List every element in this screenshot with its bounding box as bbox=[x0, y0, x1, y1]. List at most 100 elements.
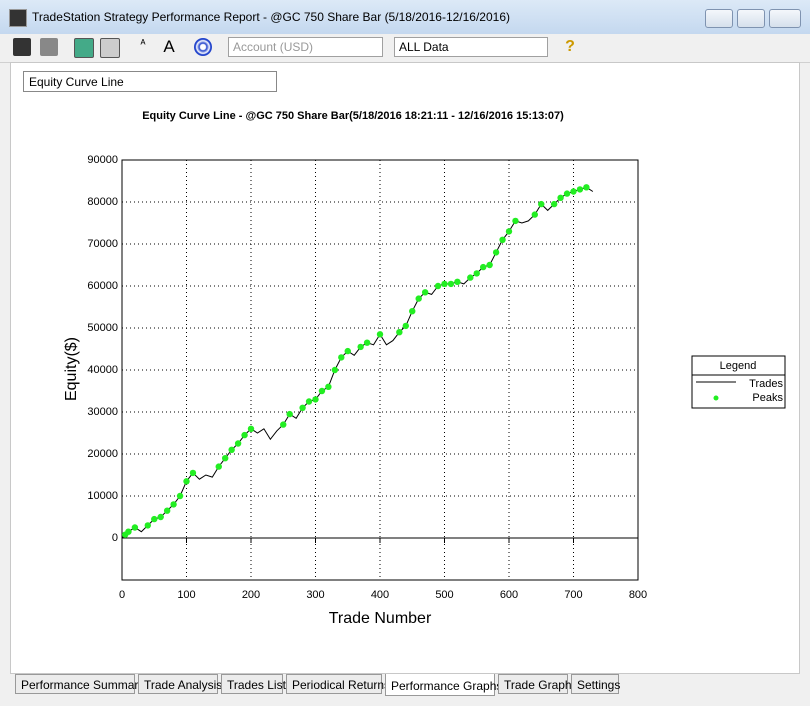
chart-title: Equity Curve Line - @GC 750 Share Bar(5/… bbox=[142, 110, 564, 122]
graph-selector[interactable]: Equity Curve Line bbox=[23, 71, 277, 92]
peak-point bbox=[151, 515, 158, 523]
x-tick-label: 0 bbox=[119, 589, 125, 601]
peak-point bbox=[434, 282, 442, 290]
print-button[interactable] bbox=[40, 38, 58, 56]
peak-point bbox=[531, 211, 538, 218]
x-tick-label: 500 bbox=[435, 589, 453, 601]
peak-point bbox=[480, 263, 487, 271]
peak-point bbox=[454, 278, 461, 285]
maximize-button[interactable] bbox=[737, 9, 765, 28]
plot-area bbox=[121, 159, 639, 581]
x-tick-label: 100 bbox=[177, 589, 195, 601]
window-title: TradeStation Strategy Performance Report… bbox=[32, 10, 510, 24]
peak-point bbox=[409, 308, 416, 315]
peak-point bbox=[550, 200, 558, 208]
peak-point bbox=[499, 236, 506, 243]
save-button[interactable] bbox=[13, 38, 31, 56]
peak-point bbox=[421, 289, 429, 296]
x-tick-label: 300 bbox=[306, 589, 324, 601]
tab[interactable]: Periodical Returns bbox=[286, 674, 390, 694]
tab[interactable]: Trades List bbox=[221, 674, 286, 694]
x-tick-label: 200 bbox=[242, 589, 260, 601]
peak-point bbox=[241, 431, 248, 439]
y-tick-label: 80000 bbox=[87, 196, 118, 208]
peak-point bbox=[492, 249, 500, 256]
peak-point bbox=[234, 440, 242, 447]
target-button[interactable] bbox=[194, 38, 212, 56]
legend-swatch bbox=[713, 395, 719, 401]
peak-point bbox=[557, 194, 564, 201]
help-button[interactable]: ? bbox=[565, 38, 575, 55]
peak-point bbox=[338, 354, 345, 361]
peak-point bbox=[402, 322, 409, 330]
peak-point bbox=[563, 190, 571, 197]
close-button[interactable] bbox=[769, 9, 801, 28]
peak-point bbox=[331, 366, 339, 374]
y-tick-label: 90000 bbox=[87, 154, 118, 166]
tab[interactable]: Settings bbox=[571, 674, 620, 694]
tab[interactable]: Performance Graphs bbox=[385, 674, 502, 696]
account-combo[interactable]: Account (USD) bbox=[228, 37, 383, 57]
legend-label: Peaks bbox=[752, 392, 783, 404]
peak-point bbox=[312, 396, 319, 403]
peak-point bbox=[344, 347, 351, 355]
peak-point bbox=[215, 463, 222, 470]
properties-button[interactable] bbox=[100, 38, 120, 58]
peak-point bbox=[447, 280, 455, 288]
peak-point bbox=[325, 383, 332, 390]
peak-point bbox=[286, 410, 293, 418]
x-tick-label: 600 bbox=[500, 589, 518, 601]
peak-point bbox=[505, 228, 513, 235]
peak-point bbox=[157, 513, 164, 521]
peak-point bbox=[441, 280, 448, 288]
refresh-button[interactable] bbox=[74, 38, 94, 58]
tab[interactable]: Trade Analysis bbox=[138, 674, 222, 694]
range-combo[interactable]: ALL Data bbox=[394, 37, 548, 57]
peak-point bbox=[163, 507, 171, 514]
peak-point bbox=[305, 398, 313, 405]
x-axis-label: Trade Number bbox=[329, 610, 432, 627]
legend-title: Legend bbox=[720, 360, 757, 372]
font-larger-button[interactable]: A bbox=[163, 37, 175, 56]
peak-point bbox=[189, 469, 197, 477]
y-tick-label: 10000 bbox=[87, 490, 118, 502]
tab[interactable]: Performance Summary bbox=[15, 674, 144, 694]
peak-point bbox=[176, 492, 184, 500]
peak-point bbox=[486, 261, 493, 269]
x-tick-label: 700 bbox=[564, 589, 582, 601]
peak-point bbox=[228, 446, 235, 453]
minimize-button[interactable] bbox=[705, 9, 733, 28]
peak-point bbox=[570, 188, 577, 195]
peak-point bbox=[415, 295, 422, 302]
y-axis-label: Equity($) bbox=[63, 337, 80, 401]
peak-point bbox=[363, 339, 371, 346]
title-bar bbox=[0, 0, 810, 34]
peak-point bbox=[299, 404, 306, 411]
font-smaller-button[interactable]: ᴬ bbox=[140, 38, 146, 50]
peak-point bbox=[125, 528, 132, 535]
peak-point bbox=[170, 501, 177, 508]
peak-point bbox=[280, 421, 287, 428]
legend-label: Trades bbox=[749, 378, 783, 390]
peak-point bbox=[396, 329, 403, 336]
peak-point bbox=[318, 387, 326, 395]
peak-point bbox=[583, 184, 590, 191]
peak-point bbox=[473, 270, 480, 277]
x-tick-label: 400 bbox=[371, 589, 389, 601]
peak-point bbox=[144, 522, 151, 529]
peak-point bbox=[131, 524, 139, 531]
y-tick-label: 20000 bbox=[87, 448, 118, 460]
y-tick-label: 50000 bbox=[87, 322, 118, 334]
peak-point bbox=[467, 274, 474, 281]
peak-point bbox=[222, 455, 229, 462]
peak-point bbox=[183, 478, 190, 485]
peak-point bbox=[247, 425, 255, 432]
peak-point bbox=[538, 200, 545, 208]
peak-point bbox=[357, 343, 364, 351]
y-tick-label: 70000 bbox=[87, 238, 118, 250]
x-tick-label: 800 bbox=[629, 589, 647, 601]
tab[interactable]: Trade Graphs bbox=[498, 674, 578, 694]
y-tick-label: 0 bbox=[112, 532, 118, 544]
